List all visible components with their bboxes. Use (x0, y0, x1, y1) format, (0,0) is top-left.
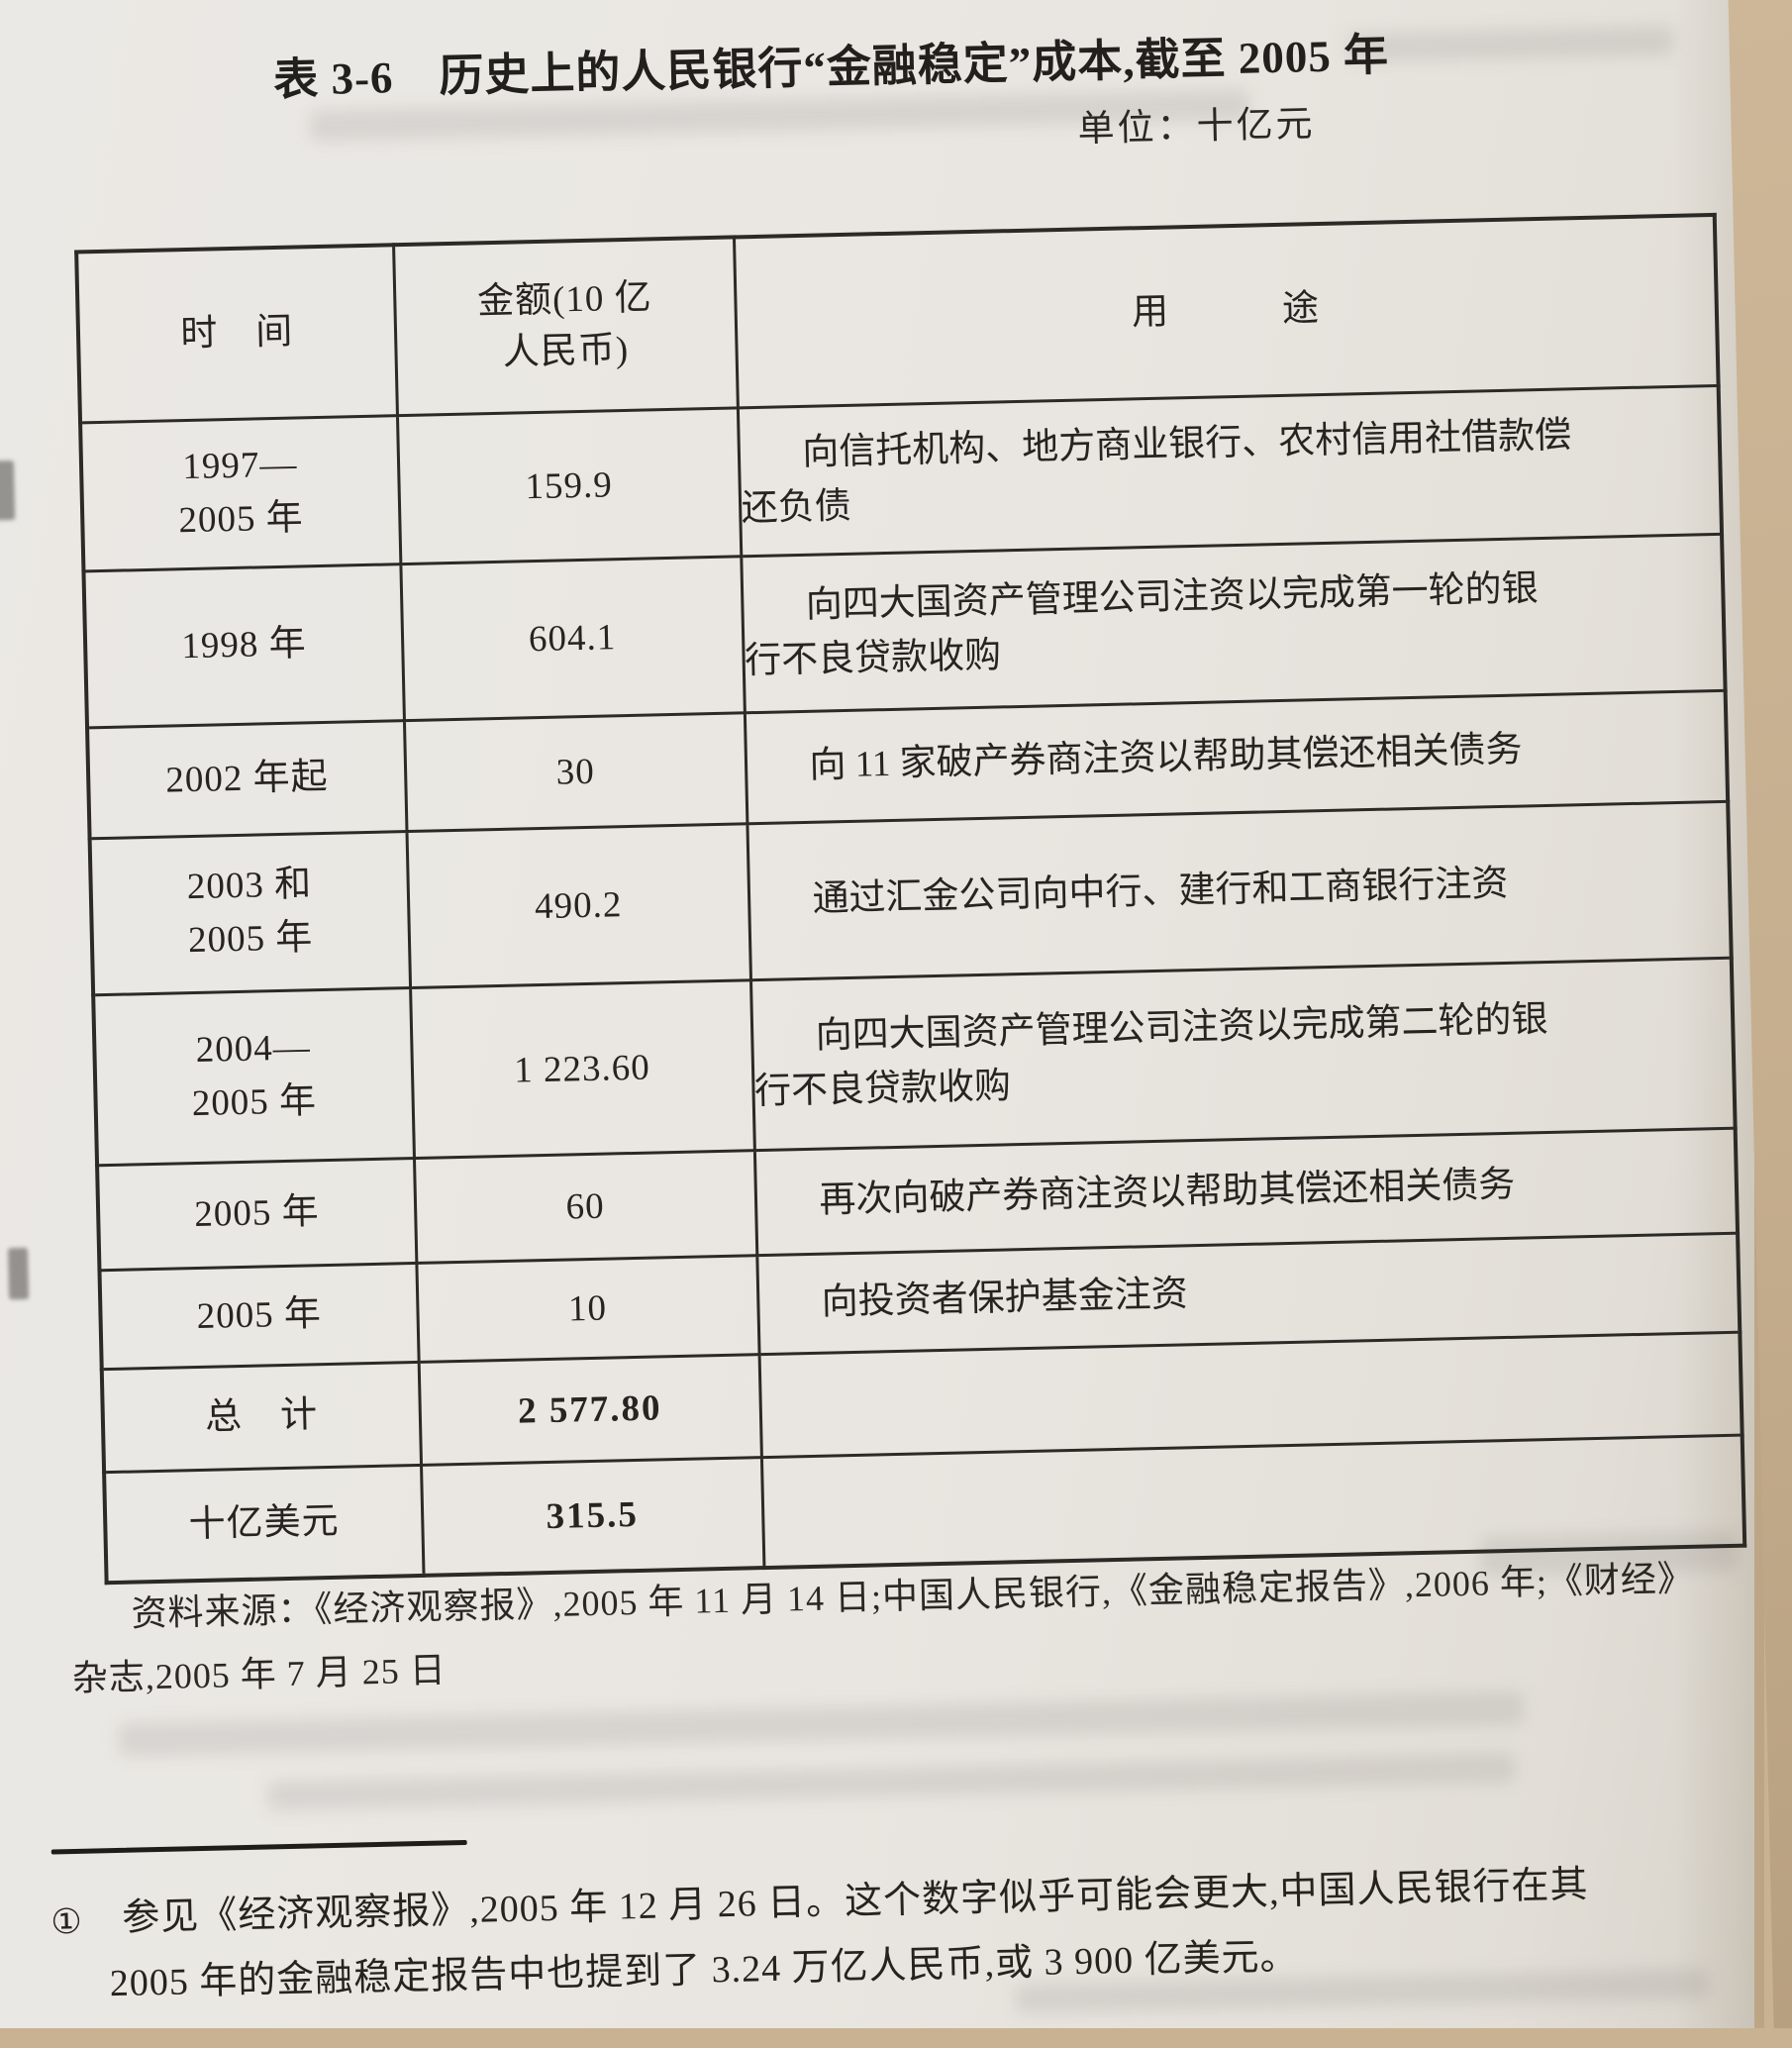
cell-amount: 159.9 (396, 407, 742, 564)
cell-time: 十亿美元 (104, 1464, 424, 1584)
cell-amount: 604.1 (400, 556, 745, 721)
header-time: 时 间 (76, 245, 397, 423)
cell-use (760, 1434, 1745, 1569)
paper-background (0, 0, 1754, 2028)
page-edge-mark (7, 1247, 30, 1300)
header-use: 用 途 (733, 214, 1719, 408)
unit-label: 单位：十亿元 (1077, 104, 1317, 151)
page-edge-mark (0, 460, 16, 521)
cell-time: 1997— 2005 年 (80, 415, 401, 571)
cell-use: 向四大国资产管理公司注资以完成第二轮的银 行不良贷款收购 (749, 957, 1736, 1151)
showthrough-blur (267, 1752, 1516, 1811)
cell-use: 向信托机构、地方商业银行、农村信用社借款偿 还负债 (737, 384, 1723, 557)
footnote-marker: ① (50, 1901, 84, 1942)
data-table: 时 间 金额(10 亿 人民币) 用 途 1997— 2005 年 159.9 … (74, 212, 1747, 1586)
cell-amount: 60 (413, 1150, 757, 1263)
cell-time: 2005 年 (97, 1158, 417, 1271)
cell-amount: 2 577.80 (418, 1354, 761, 1465)
cell-amount: 1 223.60 (410, 979, 754, 1159)
cell-time: 2005 年 (99, 1262, 419, 1370)
cell-time: 2003 和 2005 年 (89, 831, 411, 995)
header-amount: 金额(10 亿 人民币) (393, 237, 738, 416)
cell-use: 向四大国资产管理公司注资以完成第一轮的银 行不良贷款收购 (741, 533, 1726, 713)
footnote-divider (50, 1839, 467, 1855)
cell-time: 1998 年 (83, 563, 404, 728)
cell-time: 总 计 (101, 1361, 422, 1473)
cell-use: 通过汇金公司向中行、建行和工商银行注资 (747, 800, 1732, 980)
cell-time: 2004— 2005 年 (93, 987, 414, 1166)
showthrough-blur (1346, 25, 1675, 63)
cell-amount: 315.5 (421, 1457, 764, 1576)
cell-time: 2002 年起 (87, 720, 407, 839)
cell-amount: 30 (403, 712, 747, 832)
cell-amount: 490.2 (406, 823, 750, 988)
cell-use: 向 11 家破产券商注资以帮助其偿还相关债务 (744, 689, 1729, 824)
cell-amount: 10 (416, 1255, 759, 1362)
